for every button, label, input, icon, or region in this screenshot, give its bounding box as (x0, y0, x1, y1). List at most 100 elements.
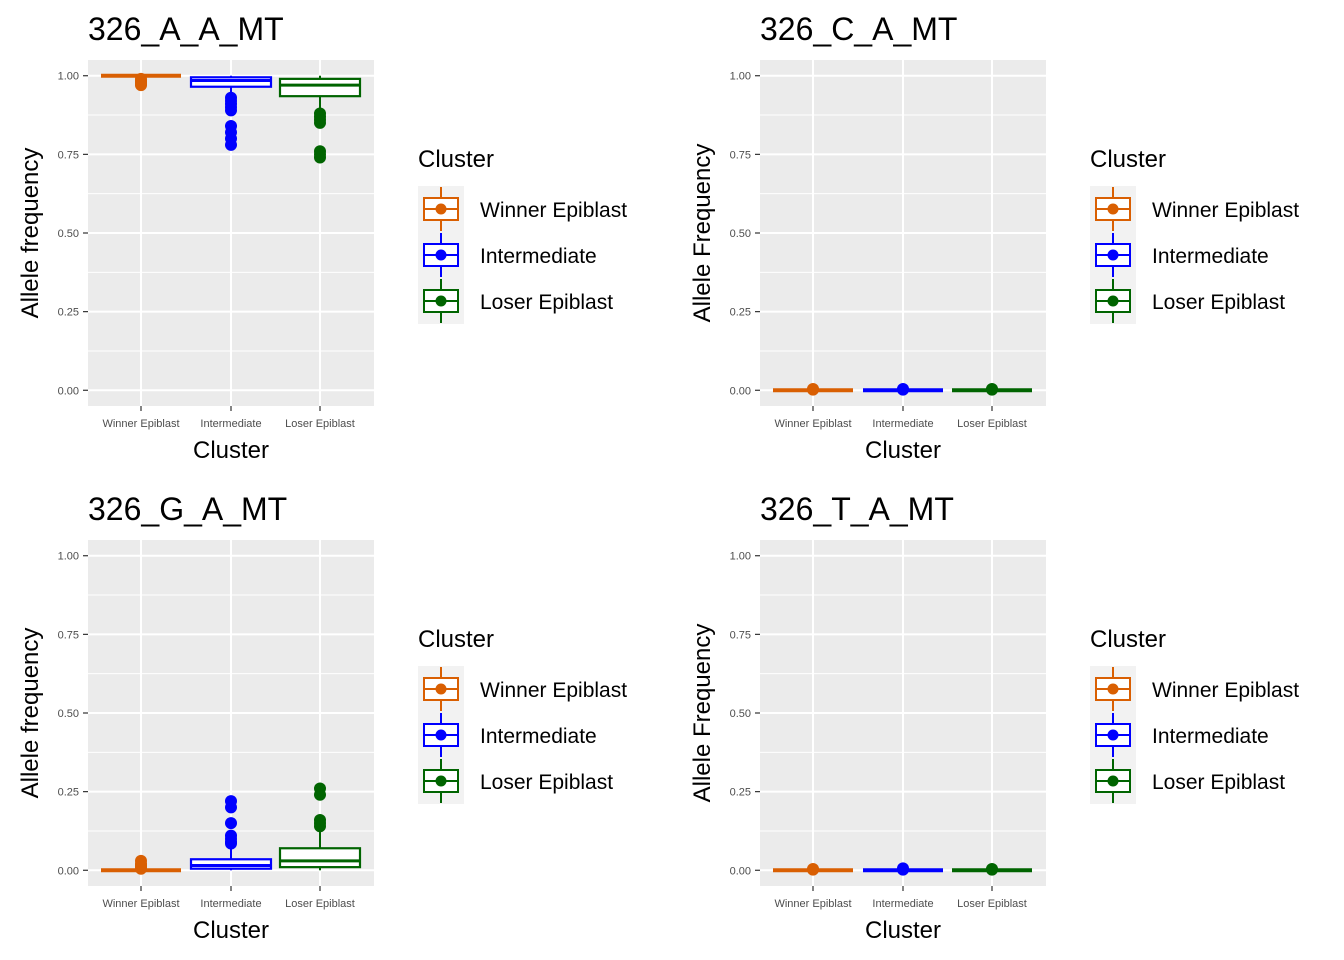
x-tick-label: Intermediate (872, 418, 933, 430)
outlier-point (225, 817, 237, 830)
x-tick-label: Winner Epiblast (102, 898, 179, 910)
box-intermediate (189, 75, 273, 151)
legend-title: Cluster (1090, 146, 1166, 173)
box-intermediate (863, 862, 943, 876)
x-tick-label: Winner Epiblast (102, 418, 179, 430)
y-tick-label: 0.50 (730, 228, 751, 240)
y-axis-title: Allele Frequency (689, 624, 716, 803)
legend: Cluster Winner Epiblast Intermediate Loser … (418, 146, 627, 324)
box-intermediate (863, 383, 943, 396)
legend-title: Cluster (418, 146, 494, 173)
legend-label: Winner Epiblast (480, 679, 627, 702)
x-tick-label: Loser Epiblast (957, 898, 1027, 910)
legend-label: Intermediate (480, 725, 597, 748)
y-tick-label: 1.00 (58, 551, 79, 563)
legend-key (1095, 187, 1131, 231)
legend-key-point (435, 203, 447, 215)
legend-title: Cluster (1090, 626, 1166, 653)
y-tick-label: 0.25 (730, 307, 751, 319)
legend-key (423, 233, 459, 277)
y-tick-label: 0.75 (730, 149, 751, 161)
x-tick-label: Winner Epiblast (774, 418, 851, 430)
y-tick-label: 1.00 (730, 71, 751, 83)
x-tick-label: Intermediate (872, 898, 933, 910)
y-tick-label: 0.50 (58, 708, 79, 720)
legend-key-point (1107, 249, 1119, 261)
legend-key (423, 713, 459, 757)
box-loser-epiblast (952, 383, 1032, 396)
legend-label: Loser Epiblast (480, 771, 613, 794)
y-tick-label: 0.75 (58, 149, 79, 161)
x-tick-label: Winner Epiblast (774, 898, 851, 910)
y-tick-label: 0.50 (730, 708, 751, 720)
legend-label: Loser Epiblast (1152, 291, 1285, 314)
outlier-point (807, 863, 819, 876)
legend-key (1095, 713, 1131, 757)
y-tick-label: 0.25 (58, 787, 79, 799)
legend-key-point (1107, 729, 1119, 741)
panel-title: 326_T_A_MT (760, 491, 954, 527)
y-tick-label: 1.00 (58, 71, 79, 83)
x-axis-title: Cluster (193, 917, 269, 944)
legend-key-point (1107, 203, 1119, 215)
outlier-point (314, 151, 326, 164)
x-axis-title: Cluster (865, 917, 941, 944)
legend-key (1095, 279, 1131, 323)
y-tick-label: 0.25 (58, 307, 79, 319)
legend-title: Cluster (418, 626, 494, 653)
legend-key (1095, 759, 1131, 803)
legend-label: Winner Epiblast (480, 199, 627, 222)
y-tick-label: 1.00 (730, 551, 751, 563)
legend: Cluster Winner Epiblast Intermediate Loser … (1090, 146, 1299, 324)
y-tick-label: 0.50 (58, 228, 79, 240)
y-tick-label: 0.00 (58, 865, 79, 877)
legend-key (1095, 667, 1131, 711)
box-body (189, 76, 273, 88)
legend-key-point (435, 683, 447, 695)
legend-key-point (435, 775, 447, 787)
x-axis-title: Cluster (865, 437, 941, 464)
legend-key-point (435, 249, 447, 261)
legend-key-point (435, 729, 447, 741)
legend-key (423, 667, 459, 711)
x-tick-label: Loser Epiblast (285, 898, 355, 910)
panel-1: 326_A_A_MT 0.00 0.25 0.50 0.75 1.00 Winner Epi… (17, 11, 627, 464)
legend-key-point (1107, 295, 1119, 307)
x-tick-label: Loser Epiblast (285, 418, 355, 430)
panel-title: 326_C_A_MT (760, 11, 957, 47)
outlier-point (897, 383, 909, 396)
outlier-point (314, 813, 326, 826)
y-axis-title: Allele frequency (17, 628, 44, 799)
box-body (278, 77, 362, 98)
legend-key (423, 279, 459, 323)
panel-4: 326_T_A_MT 0.00 0.25 0.50 0.75 1.00 Winner Epi… (689, 491, 1299, 944)
y-axis-title: Allele frequency (17, 148, 44, 319)
box-body (278, 847, 362, 869)
y-tick-label: 0.25 (730, 787, 751, 799)
x-tick-label: Loser Epiblast (957, 418, 1027, 430)
box-winner-epiblast (773, 863, 853, 876)
legend: Cluster Winner Epiblast Intermediate Loser … (1090, 626, 1299, 804)
outlier-point (897, 862, 909, 875)
legend: Cluster Winner Epiblast Intermediate Loser … (418, 626, 627, 804)
outlier-point (225, 829, 237, 842)
box-intermediate (189, 795, 273, 871)
panel-2: 326_C_A_MT 0.00 0.25 0.50 0.75 1.00 Winner Epi… (689, 11, 1299, 464)
legend-label: Loser Epiblast (480, 291, 613, 314)
y-tick-label: 0.00 (58, 385, 79, 397)
x-tick-label: Intermediate (200, 418, 261, 430)
y-tick-label: 0.75 (730, 629, 751, 641)
legend-label: Intermediate (480, 245, 597, 268)
legend-label: Loser Epiblast (1152, 771, 1285, 794)
box-loser-epiblast (952, 863, 1032, 876)
box-loser-epiblast (278, 75, 362, 164)
outlier-point (314, 116, 326, 129)
outlier-point (135, 854, 147, 867)
legend-label: Intermediate (1152, 725, 1269, 748)
box-winner-epiblast (773, 383, 853, 396)
legend-key (423, 187, 459, 231)
legend-label: Winner Epiblast (1152, 679, 1299, 702)
outlier-point (135, 79, 147, 92)
panel-3: 326_G_A_MT 0.00 0.25 0.50 0.75 1.00 Winner Epi… (17, 491, 627, 944)
